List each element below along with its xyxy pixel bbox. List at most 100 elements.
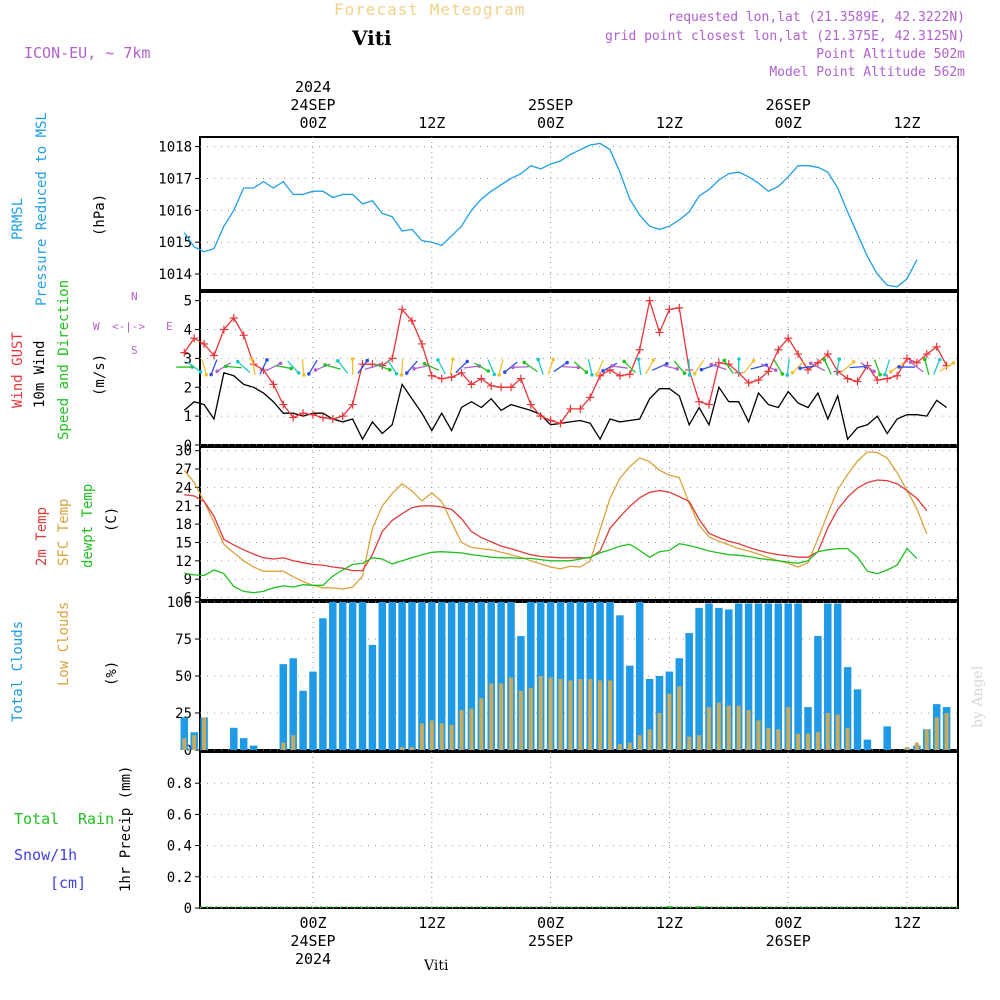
compass-arrows: <-|-> (112, 320, 146, 333)
gust-marker (912, 358, 921, 367)
tick-label-wind: 4 (184, 323, 192, 339)
gust-marker (269, 380, 278, 389)
total-cloud-bar (487, 602, 495, 750)
wind-direction-arrow (786, 359, 790, 376)
label-total: Total (14, 810, 60, 828)
wind-arrow-head (492, 372, 497, 377)
total-cloud-bar (309, 671, 317, 750)
wind-arrow-head (215, 369, 219, 374)
wind-direction-arrow (259, 359, 268, 375)
low-cloud-bar (538, 676, 543, 750)
wind-direction-arrow (924, 359, 930, 375)
gust-marker (210, 351, 218, 360)
low-cloud-bar (291, 735, 296, 750)
pressure-line (183, 142, 918, 288)
wind-direction-arrow (587, 359, 593, 375)
total-cloud-bar (863, 739, 872, 750)
wind-direction-arrow (810, 362, 826, 372)
gust-marker (507, 383, 515, 392)
wind-arrow-head (565, 360, 569, 365)
footer-place: Viti (424, 958, 449, 974)
total-cloud-bar (566, 602, 575, 750)
tick-label-clouds: 0 (184, 743, 192, 759)
total-cloud-bar (774, 603, 783, 750)
gust-marker (279, 400, 288, 409)
wind-arrow-head (951, 361, 956, 365)
low-cloud-bar (469, 708, 474, 750)
tick-label-temperature: 30 (175, 444, 192, 460)
date-label-bottom: 26SEP (766, 932, 811, 950)
low-cloud-bar (657, 713, 662, 750)
wind-direction-arrow (694, 360, 705, 375)
wind-direction-arrow (216, 362, 232, 372)
total-cloud-bar (527, 602, 535, 750)
wind-direction-arrow (406, 360, 418, 374)
precip-bar (666, 906, 673, 908)
wind-direction-arrow (651, 363, 668, 371)
gust-marker (764, 367, 773, 376)
wind-arrow-head (365, 358, 370, 363)
wind-arrow-head (897, 365, 901, 369)
wind-arrow-head (682, 371, 687, 375)
date-label-top: 25SEP (528, 96, 573, 114)
wind-arrow-head (937, 357, 942, 362)
wind-direction-arrow (187, 361, 201, 373)
tick-label-wind: 2 (184, 380, 192, 396)
wind-arrow-head (302, 373, 306, 377)
total-cloud-bar (695, 607, 703, 750)
wind-direction-arrow (884, 359, 891, 375)
low-cloud-bar (707, 707, 711, 750)
wind-arrow-head (822, 358, 827, 362)
gust-marker (754, 376, 763, 385)
wind-arrow-head (878, 372, 882, 377)
wind-direction-arrow (823, 359, 832, 375)
total-cloud-bar (843, 667, 852, 750)
total-cloud-bar (546, 602, 555, 750)
tick-label-pressure: 1017 (158, 171, 192, 187)
tick-label-temperature: 27 (175, 462, 192, 478)
wind-direction-arrow (287, 360, 300, 374)
total-cloud-bar (794, 603, 802, 750)
grid-point-coords: grid point closest lon,lat (21.375E, 42.… (604, 29, 965, 44)
gust-marker (477, 374, 486, 383)
wind-direction-arrow (760, 363, 777, 371)
tick-label-precipitation: 0.2 (167, 870, 192, 886)
wind-direction-arrow (849, 365, 866, 369)
gust-marker (229, 313, 238, 322)
wind-arrow-head (601, 369, 605, 373)
wind-arrow-head (250, 357, 254, 362)
wind-arrow-head (888, 369, 893, 374)
total-cloud-bar (576, 602, 585, 750)
wind-direction-arrow (799, 365, 817, 369)
total-cloud-bar (606, 602, 614, 750)
gust-marker (190, 334, 199, 343)
low-cloud-bar (568, 680, 573, 750)
low-cloud-bar (736, 705, 741, 750)
wind-direction-arrow (301, 359, 305, 376)
wind-arrow-head (388, 367, 392, 372)
low-cloud-bar (400, 747, 405, 750)
low-cloud-bar (647, 729, 652, 750)
wind-arrow-head (798, 366, 802, 371)
total-cloud-bar (329, 602, 337, 750)
total-cloud-bar (437, 602, 446, 750)
wind-direction-arrow (792, 360, 805, 374)
total-cloud-bar (626, 665, 634, 750)
total-cloud-bar (804, 707, 812, 750)
wind-direction-arrow (357, 360, 368, 374)
gust-marker (437, 374, 446, 383)
temp-2m-line (184, 479, 928, 572)
wind-direction-arrow (623, 360, 636, 374)
wind-direction-arrow (673, 360, 685, 374)
low-cloud-bar (845, 727, 850, 750)
wind-direction-arrow (637, 359, 642, 376)
wind-arrow-head (422, 361, 427, 366)
total-cloud-bar (507, 602, 515, 750)
low-cloud-bar (459, 710, 464, 750)
wind-direction-arrow (860, 362, 875, 372)
tick-label-precipitation: 0.4 (167, 839, 192, 855)
wind-arrow-head (404, 371, 409, 375)
gust-marker (705, 400, 713, 409)
gust-marker (408, 316, 416, 325)
